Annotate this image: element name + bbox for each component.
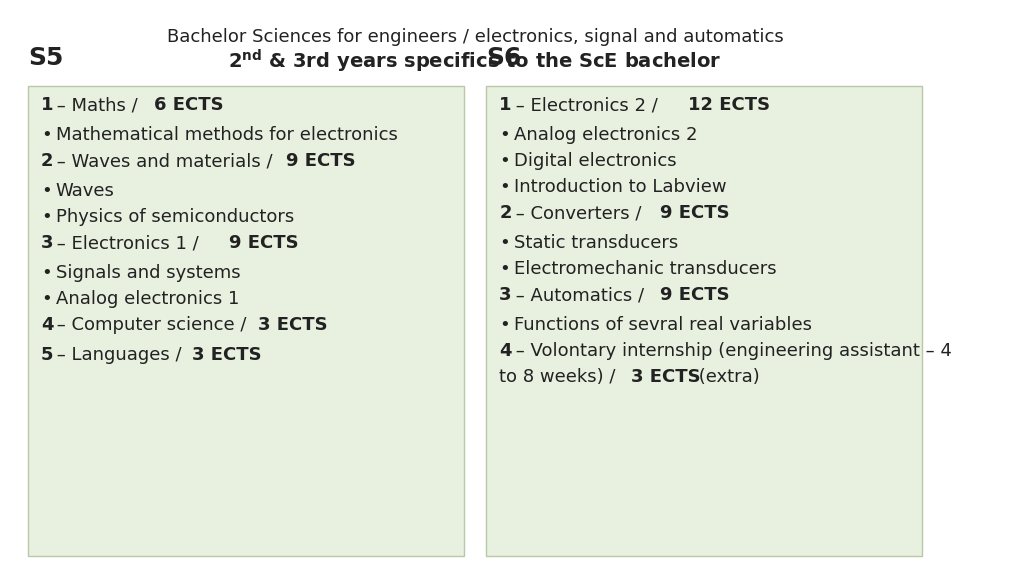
Text: •: • (41, 126, 51, 144)
Text: 9 ECTS: 9 ECTS (286, 152, 355, 170)
Text: to 8 weeks) /: to 8 weeks) / (499, 368, 622, 386)
Text: 9 ECTS: 9 ECTS (229, 234, 299, 252)
Text: 3: 3 (41, 234, 53, 252)
Text: 1: 1 (41, 96, 53, 114)
Text: – Electronics 2 /: – Electronics 2 / (510, 96, 664, 114)
Text: – Computer science /: – Computer science / (51, 316, 253, 334)
Text: •: • (41, 182, 51, 200)
Text: Static transducers: Static transducers (514, 234, 678, 252)
Text: Signals and systems: Signals and systems (55, 264, 241, 282)
Text: 12 ECTS: 12 ECTS (688, 96, 770, 114)
Text: 9 ECTS: 9 ECTS (659, 286, 729, 304)
Text: •: • (499, 260, 510, 278)
Text: •: • (41, 208, 51, 226)
Text: Physics of semiconductors: Physics of semiconductors (55, 208, 294, 226)
Text: 9 ECTS: 9 ECTS (659, 204, 729, 222)
Text: S6: S6 (486, 46, 521, 70)
Text: •: • (499, 178, 510, 196)
Text: 5: 5 (41, 346, 53, 364)
Text: •: • (41, 264, 51, 282)
Text: – Electronics 1 /: – Electronics 1 / (51, 234, 205, 252)
Text: 1: 1 (499, 96, 512, 114)
Text: – Languages /: – Languages / (51, 346, 187, 364)
Text: Waves: Waves (55, 182, 115, 200)
Text: Electromechanic transducers: Electromechanic transducers (514, 260, 776, 278)
Text: •: • (499, 316, 510, 334)
Text: 3 ECTS: 3 ECTS (191, 346, 261, 364)
Text: Mathematical methods for electronics: Mathematical methods for electronics (55, 126, 397, 144)
Text: Functions of sevral real variables: Functions of sevral real variables (514, 316, 812, 334)
Text: Analog electronics 2: Analog electronics 2 (514, 126, 697, 144)
Text: (extra): (extra) (693, 368, 760, 386)
Text: 6 ECTS: 6 ECTS (155, 96, 224, 114)
Text: •: • (499, 234, 510, 252)
Text: Digital electronics: Digital electronics (514, 152, 677, 170)
FancyBboxPatch shape (28, 86, 464, 556)
Text: 2: 2 (499, 204, 512, 222)
Text: •: • (41, 290, 51, 308)
Text: $\mathbf{2^{nd}}$ & 3rd years specifics to the ScE bachelor: $\mathbf{2^{nd}}$ & 3rd years specifics … (228, 48, 722, 75)
Text: – Volontary internship (engineering assistant – 4: – Volontary internship (engineering assi… (510, 342, 951, 360)
Text: – Maths /: – Maths / (51, 96, 143, 114)
Text: Bachelor Sciences for engineers / electronics, signal and automatics: Bachelor Sciences for engineers / electr… (167, 28, 783, 46)
Text: Introduction to Labview: Introduction to Labview (514, 178, 727, 196)
FancyBboxPatch shape (486, 86, 923, 556)
Text: – Waves and materials /: – Waves and materials / (51, 152, 279, 170)
Text: 3 ECTS: 3 ECTS (631, 368, 700, 386)
Text: •: • (499, 126, 510, 144)
Text: •: • (499, 152, 510, 170)
Text: 3 ECTS: 3 ECTS (258, 316, 328, 334)
Text: 4: 4 (499, 342, 512, 360)
Text: – Converters /: – Converters / (510, 204, 647, 222)
Text: 3: 3 (499, 286, 512, 304)
Text: 4: 4 (41, 316, 53, 334)
Text: 2: 2 (41, 152, 53, 170)
Text: Analog electronics 1: Analog electronics 1 (55, 290, 239, 308)
Text: S5: S5 (28, 46, 63, 70)
Text: – Automatics /: – Automatics / (510, 286, 649, 304)
